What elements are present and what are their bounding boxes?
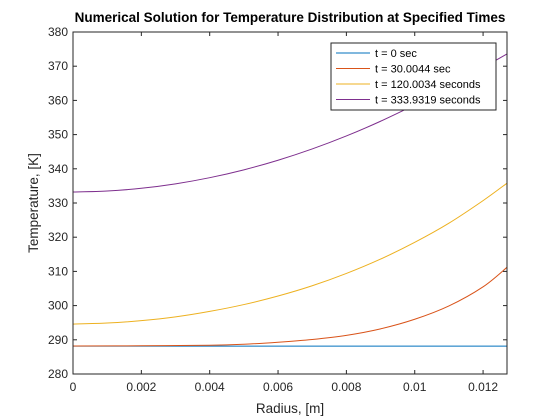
- x-axis-label: Radius, [m]: [256, 401, 324, 416]
- legend-label-4: t = 333.9319 seconds: [375, 95, 481, 107]
- y-tick-label: 360: [48, 93, 68, 107]
- y-tick-label: 310: [48, 264, 68, 278]
- y-tick-label: 330: [48, 196, 68, 210]
- y-tick-label: 350: [48, 128, 68, 142]
- y-tick-label: 340: [48, 162, 68, 176]
- legend-label-2: t = 30.0044 sec: [375, 64, 451, 76]
- y-tick-label: 280: [48, 367, 68, 381]
- series-line-2: [72, 266, 508, 347]
- ticks-layer: 0 0.002 0.004 0.006 0.008 0.01 0.012 280 290 300 3…: [48, 25, 507, 394]
- x-tick-label: 0.006: [263, 380, 293, 394]
- series-layer: [72, 53, 508, 347]
- x-tick-label: 0.004: [195, 380, 225, 394]
- x-tick-label: 0: [70, 380, 77, 394]
- y-axis-label: Temperature, [K]: [26, 153, 41, 253]
- y-tick-label: 290: [48, 333, 68, 347]
- y-tick-label: 320: [48, 230, 68, 244]
- chart-title: Numerical Solution for Temperature Distr…: [75, 10, 506, 25]
- legend-label-1: t = 0 sec: [375, 48, 417, 60]
- series-line-3: [72, 182, 508, 325]
- legend: t = 0 sec t = 30.0044 sec t = 120.0034 sec…: [330, 42, 497, 111]
- x-tick-label: 0.01: [403, 380, 427, 394]
- y-tick-label: 380: [48, 25, 68, 39]
- legend-box: [330, 42, 497, 111]
- legend-label-3: t = 120.0034 seconds: [375, 79, 481, 91]
- x-tick-label: 0.008: [331, 380, 361, 394]
- y-tick-label: 300: [48, 299, 68, 313]
- x-tick-label: 0.012: [468, 380, 498, 394]
- x-tick-label: 0.002: [126, 380, 156, 394]
- y-tick-label: 370: [48, 59, 68, 73]
